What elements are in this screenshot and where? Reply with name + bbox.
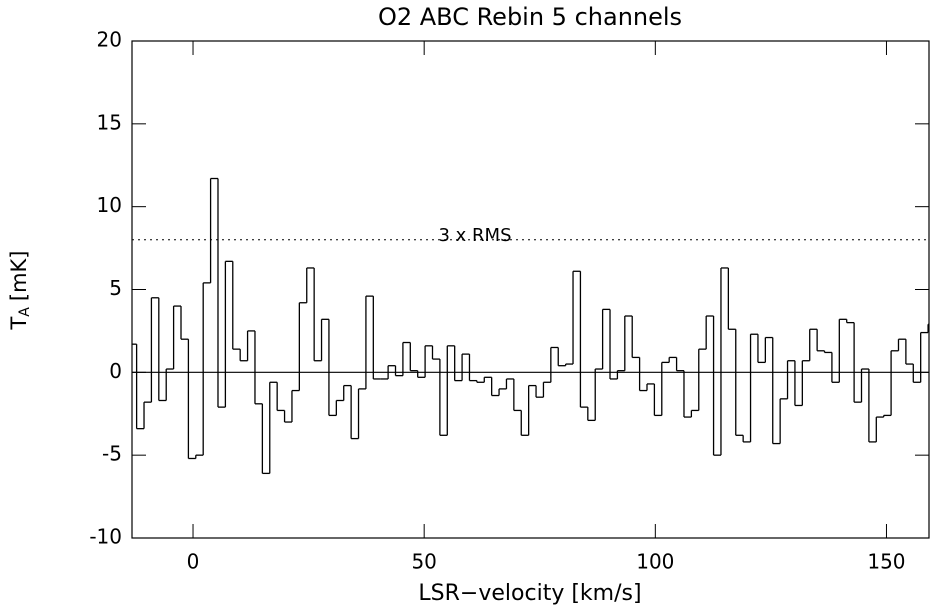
x-tick-label: 150 [867,550,905,574]
x-axis-label: LSR−velocity [km/s] [418,581,641,606]
y-tick-label: -10 [89,525,122,549]
y-tick-label: 10 [97,193,122,217]
threshold-label: 3 x RMS [438,225,511,246]
chart-title: O2 ABC Rebin 5 channels [378,3,682,31]
plot-area [132,177,929,475]
y-label-sub: A [17,307,33,317]
plot-frame [131,40,930,539]
x-tick-label: 0 [187,550,200,574]
y-label-unit: [mK] [7,250,31,301]
y-tick-label: 15 [97,110,122,134]
y-tick-label: 20 [97,28,122,52]
y-tick-label: 0 [109,359,122,383]
x-tick-label: 50 [411,550,436,574]
y-tick-label: -5 [102,442,122,466]
y-tick-label: 5 [109,276,122,300]
x-tick-label: 100 [636,550,674,574]
y-axis-label: TA [mK] [7,250,33,330]
y-label-main: T [7,317,31,331]
